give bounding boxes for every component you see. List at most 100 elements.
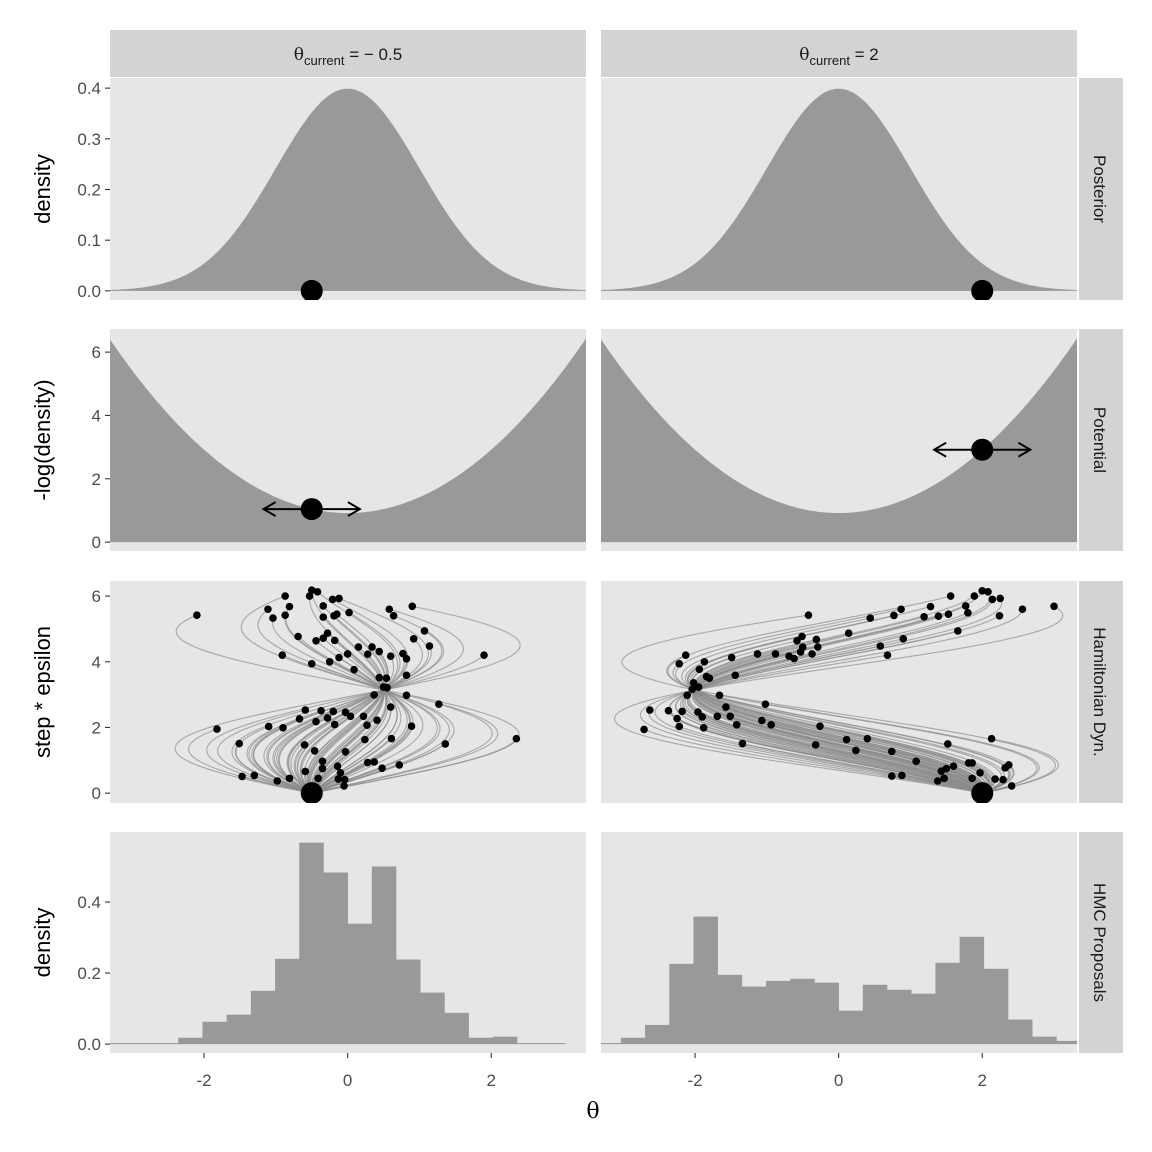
proposal-point: [335, 594, 343, 603]
proposal-point: [333, 610, 341, 618]
proposal-point: [926, 602, 935, 611]
proposal-point: [193, 611, 201, 619]
trajectory-line: [309, 615, 386, 794]
x-tick-label: 0: [834, 1071, 843, 1090]
trajectory-line: [697, 711, 983, 794]
proposal-point: [314, 774, 323, 783]
proposal-point: [312, 636, 320, 645]
proposal-point: [301, 767, 310, 776]
trajectory-line: [253, 727, 312, 794]
trajectory-line: [666, 654, 1012, 794]
y-tick-label: 0: [92, 533, 101, 552]
y-tick-label: 2: [92, 470, 101, 489]
proposal-point: [395, 761, 404, 769]
proposal-point: [991, 775, 999, 783]
proposal-point: [1007, 782, 1016, 790]
proposal-point: [408, 602, 417, 611]
proposal-point: [480, 651, 488, 660]
strip-value: = 2: [850, 45, 879, 64]
current-theta-point: [300, 782, 323, 803]
proposal-point: [758, 716, 766, 725]
proposal-point: [798, 632, 806, 641]
arrow-head-left: [932, 441, 947, 458]
proposal-point: [726, 712, 735, 721]
proposal-point: [285, 602, 294, 611]
potential-area: [110, 338, 586, 543]
panel-histogram: [601, 916, 1077, 1045]
proposal-point: [363, 758, 372, 767]
trajectory-line: [891, 775, 983, 794]
proposal-point: [1004, 761, 1013, 769]
histogram-bar: [814, 982, 839, 1045]
proposal-point: [318, 757, 327, 766]
column-strip: [601, 30, 1077, 77]
proposal-point: [946, 592, 955, 600]
column-strip-label: θcurrent = 2: [799, 45, 879, 68]
proposal-point: [385, 605, 394, 614]
y-tick-label: 0.0: [77, 282, 101, 301]
proposal-point: [273, 777, 282, 785]
trajectory-line: [703, 727, 983, 794]
proposal-point: [887, 772, 896, 780]
proposal-point: [844, 629, 853, 638]
proposal-point: [343, 650, 352, 658]
trajectory-line: [263, 645, 432, 794]
proposal-point: [699, 723, 708, 732]
trajectory-line: [815, 744, 983, 794]
proposal-point: [673, 714, 681, 723]
histogram-bar: [371, 866, 397, 1045]
row-strip-label: Hamiltonian Dyn.: [1090, 627, 1109, 756]
trajectory-line: [654, 609, 1023, 794]
proposal-point: [350, 665, 358, 674]
proposal-point: [761, 700, 770, 708]
proposal-point: [694, 708, 702, 716]
proposal-point: [373, 716, 381, 725]
proposal-point: [281, 592, 289, 600]
proposal-point: [678, 707, 686, 716]
current-theta-point: [300, 279, 323, 300]
proposal-point: [363, 650, 372, 659]
proposal-point: [383, 683, 391, 692]
proposal-point: [368, 643, 376, 651]
proposal-point: [852, 746, 860, 755]
row-strip: [1079, 78, 1123, 300]
proposal-point: [319, 634, 328, 642]
histogram-bar: [601, 1043, 622, 1045]
panel-normal_density: [110, 88, 586, 300]
proposal-point: [804, 611, 813, 619]
proposal-point: [790, 654, 798, 663]
histogram-bar: [154, 1043, 179, 1045]
proposal-point: [386, 652, 395, 661]
histogram-bar: [347, 923, 373, 1045]
histogram-bar: [110, 1043, 131, 1045]
proposal-point: [675, 722, 684, 731]
proposal-point: [968, 774, 976, 783]
proposal-point: [933, 777, 942, 785]
trajectory-line: [675, 645, 983, 794]
histogram-bar: [741, 986, 767, 1045]
proposal-point: [675, 659, 684, 668]
proposal-point: [441, 740, 450, 748]
x-tick-label: -2: [687, 1071, 702, 1090]
y-axis-title: density: [30, 154, 55, 224]
proposal-point: [305, 592, 314, 600]
trajectory-line: [621, 614, 1056, 794]
trajectory-line: [765, 703, 1038, 794]
proposal-point: [796, 648, 805, 656]
trajectory-line: [231, 608, 464, 794]
proposal-point: [323, 629, 332, 638]
trajectory-line: [294, 612, 401, 794]
proposal-point: [732, 721, 741, 729]
y-tick-label: 0.2: [77, 964, 101, 983]
x-axis-title: θ: [586, 1099, 599, 1124]
proposal-point: [359, 712, 368, 721]
proposal-point: [976, 768, 984, 777]
row-strip: [1079, 581, 1123, 803]
proposal-point: [386, 703, 395, 711]
histogram-bar: [645, 1024, 670, 1045]
proposal-point: [295, 715, 304, 723]
trajectory-line: [241, 775, 312, 794]
proposal-point: [968, 759, 976, 767]
trajectory-line: [311, 703, 493, 794]
proposal-point: [934, 612, 943, 620]
